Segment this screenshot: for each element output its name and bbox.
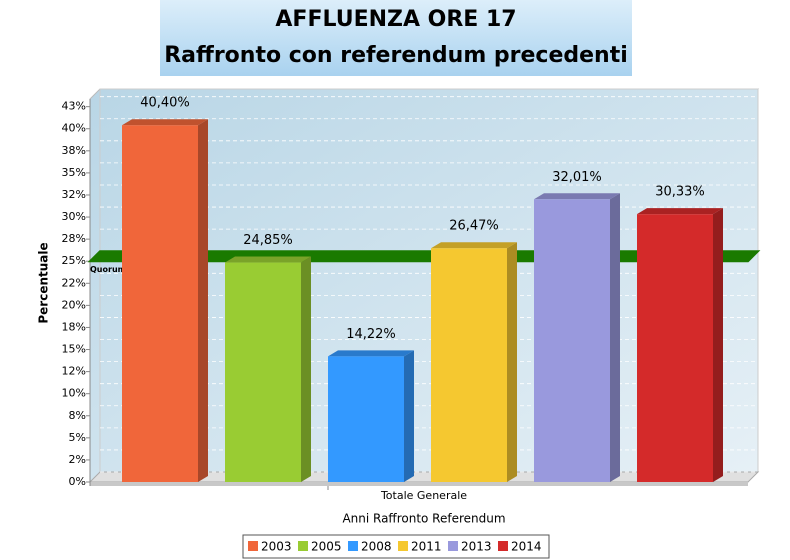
bar-side	[507, 242, 517, 482]
y-tick-label: 22%	[62, 276, 86, 289]
y-tick-label: 28%	[62, 232, 86, 245]
y-tick-label: 40%	[62, 122, 86, 135]
bar-side	[404, 350, 414, 482]
legend-swatch	[448, 541, 458, 551]
bar-top	[122, 119, 208, 126]
y-tick-label: 15%	[62, 343, 86, 356]
value-label: 40,40%	[140, 96, 190, 111]
legend-label: 2005	[311, 540, 342, 554]
y-tick-label: 18%	[62, 320, 86, 333]
legend-swatch	[398, 541, 408, 551]
bar	[637, 214, 713, 483]
bar-side	[610, 193, 620, 483]
y-tick-label: 10%	[62, 387, 86, 400]
legend-label: 2013	[461, 540, 492, 554]
y-tick-label: 12%	[62, 365, 86, 378]
chart-subtitle: Raffronto con referendum precedenti	[164, 43, 628, 68]
y-tick-label: 35%	[62, 166, 86, 179]
bar-side	[301, 256, 311, 482]
y-tick-label: 5%	[69, 431, 86, 444]
bar-top	[328, 350, 414, 357]
x-tick-label: Totale Generale	[380, 489, 467, 502]
y-tick-label: 0%	[69, 475, 86, 488]
y-tick-label: 30%	[62, 210, 86, 223]
bar-top	[225, 256, 311, 263]
bar	[431, 248, 507, 482]
bar	[534, 199, 610, 483]
legend-label: 2003	[261, 540, 292, 554]
value-label: 32,01%	[552, 170, 602, 185]
legend-swatch	[248, 541, 258, 551]
bar	[122, 125, 198, 483]
bar-side	[198, 119, 208, 483]
legend-swatch	[298, 541, 308, 551]
x-axis-label: Anni Raffronto Referendum	[342, 512, 505, 526]
title-box	[160, 0, 632, 76]
value-label: 24,85%	[243, 233, 293, 248]
value-label: 26,47%	[449, 219, 499, 234]
bar-top	[431, 242, 517, 249]
bar-side	[713, 208, 723, 483]
bar	[225, 262, 301, 482]
legend-box	[242, 534, 550, 559]
value-label: 14,22%	[346, 327, 396, 342]
legend-swatch	[348, 541, 358, 551]
bar	[328, 356, 404, 482]
legend-label: 2011	[411, 540, 442, 554]
y-tick-label: 38%	[62, 144, 86, 157]
y-tick-label: 8%	[69, 409, 86, 422]
bar-top	[637, 208, 723, 215]
y-tick-label: 32%	[62, 188, 86, 201]
legend-label: 2014	[511, 540, 542, 554]
bar-top	[534, 193, 620, 200]
floor-front	[90, 482, 748, 486]
y-tick-label: 43%	[62, 100, 86, 113]
y-tick-label: 2%	[69, 453, 86, 466]
chart-title: AFFLUENZA ORE 17	[275, 7, 516, 32]
y-tick-label: 20%	[62, 298, 86, 311]
quorum-text: Quorum	[90, 265, 126, 274]
legend-swatch	[498, 541, 508, 551]
legend-label: 2008	[361, 540, 392, 554]
y-tick-label: 25%	[62, 254, 86, 267]
y-axis-label: Percentuale	[37, 242, 51, 323]
value-label: 30,33%	[655, 185, 705, 200]
